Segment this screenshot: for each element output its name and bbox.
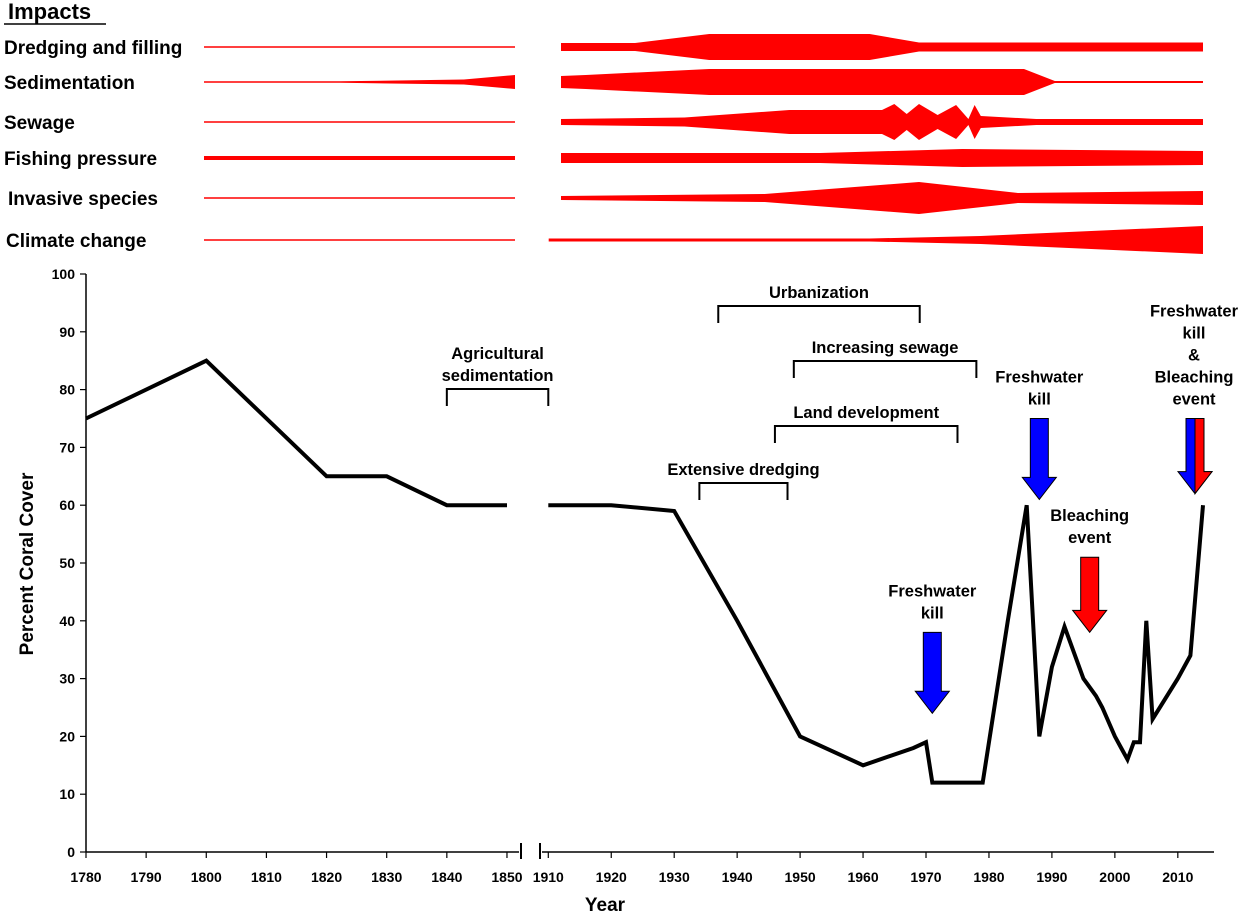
event-label-freshwater-kill-bleaching-event: event [1172, 391, 1216, 409]
y-axis-title: Percent Coral Cover [17, 472, 38, 655]
x-tick-label: 1780 [70, 869, 101, 885]
event-arrow-freshwater-kill [914, 631, 951, 715]
x-tick-label: 1930 [659, 869, 690, 885]
plot-area: 0 10 20 30 40 50 60 70 80 90 100 1780 1790 1800 1810 18… [52, 266, 1239, 885]
y-tick-label: 40 [59, 613, 75, 629]
event-label-freshwater-kill: Freshwater [888, 582, 977, 600]
bracket-extensive-dredging [698, 482, 789, 500]
y-tick-label: 50 [59, 555, 75, 571]
impact-label-sedimentation: Sedimentation [4, 73, 135, 94]
event-label-freshwater-kill: Freshwater [995, 369, 1084, 387]
x-tick-label: 1940 [722, 869, 753, 885]
y-tick-label: 10 [59, 786, 75, 802]
impact-band-fishing-pressure-1 [204, 156, 515, 160]
y-tick-label: 30 [59, 671, 75, 687]
event-arrow-right-half [1194, 418, 1214, 496]
impact-band-invasive-species-2 [561, 182, 1203, 214]
coral-cover-line-2 [548, 503, 1205, 785]
x-tick-label: 1970 [910, 869, 941, 885]
bracket-label-extensive-dredging: Extensive dredging [667, 461, 819, 479]
impact-label-invasive-species: Invasive species [8, 189, 158, 210]
x-tick-label: 1820 [311, 869, 342, 885]
impact-band-climate-change-2 [548, 226, 1203, 254]
x-tick-label: 1790 [131, 869, 162, 885]
x-tick-label: 1920 [596, 869, 627, 885]
impact-band-fishing-pressure-2 [561, 149, 1203, 167]
impact-band-sedimentation-1 [204, 75, 515, 89]
impact-band-sewage-2 [561, 104, 1203, 140]
x-tick-label: 1850 [491, 869, 522, 885]
x-tick-label: 1830 [371, 869, 402, 885]
event-arrow-bleaching-event [1071, 556, 1108, 634]
x-tick-label: 1990 [1036, 869, 1067, 885]
x-tick-label: 1840 [431, 869, 462, 885]
impacts-panel: Impacts Dredging and filling Sedimentatio… [4, 0, 1203, 254]
event-label-freshwater-kill-bleaching-event: Bleaching [1155, 369, 1234, 387]
impact-label-climate-change: Climate change [6, 231, 146, 252]
bracket-label-land-development: Land development [793, 404, 939, 422]
bracket-label-agricultural-sedimentation: sedimentation [442, 367, 554, 385]
event-label-freshwater-kill-bleaching-event: Freshwater [1150, 303, 1239, 321]
bracket-land-development [773, 425, 959, 443]
impact-label-sewage: Sewage [4, 113, 75, 134]
y-tick-label: 0 [67, 844, 75, 860]
impact-label-fishing-pressure: Fishing pressure [4, 149, 157, 170]
y-tick-label: 70 [59, 439, 75, 455]
impact-band-sedimentation-2 [561, 69, 1203, 95]
bracket-urbanization [717, 305, 921, 323]
impacts-title: Impacts [8, 0, 91, 24]
y-tick-label: 80 [59, 382, 75, 398]
event-label-freshwater-kill-bleaching-event: & [1188, 347, 1200, 365]
bracket-label-agricultural-sedimentation: Agricultural [451, 345, 544, 363]
bracket-agricultural-sedimentation [445, 388, 550, 406]
event-label-freshwater-kill: kill [921, 604, 944, 622]
event-label-bleaching-event: Bleaching [1050, 507, 1129, 525]
bracket-increasing-sewage [792, 360, 978, 378]
bracket-label-increasing-sewage: Increasing sewage [812, 339, 959, 357]
y-tick-label: 20 [59, 728, 75, 744]
y-tick-label: 90 [59, 324, 75, 340]
x-tick-label: 1910 [533, 869, 564, 885]
impact-band-invasive-species-1 [204, 197, 515, 199]
x-tick-label: 2010 [1162, 869, 1193, 885]
impact-band-dredging-and-filling-2 [561, 34, 1203, 60]
impact-band-sewage-1 [204, 121, 515, 123]
x-tick-label: 2000 [1099, 869, 1130, 885]
event-label-freshwater-kill: kill [1028, 391, 1051, 409]
bracket-label-urbanization: Urbanization [769, 284, 869, 302]
x-axis-title: Year [585, 895, 626, 916]
x-tick-label: 1800 [191, 869, 222, 885]
event-label-freshwater-kill-bleaching-event: kill [1183, 325, 1206, 343]
x-tick-label: 1960 [847, 869, 878, 885]
impact-label-dredging-and-filling: Dredging and filling [4, 38, 182, 59]
event-arrow-freshwater-kill [1021, 418, 1058, 501]
event-label-bleaching-event: event [1068, 529, 1112, 547]
y-tick-label: 60 [59, 497, 75, 513]
y-tick-label: 100 [52, 266, 76, 282]
x-tick-label: 1810 [251, 869, 282, 885]
x-tick-label: 1980 [973, 869, 1004, 885]
coral-cover-line-1 [85, 358, 507, 508]
impact-band-climate-change-1 [204, 239, 515, 241]
impact-band-dredging-and-filling-1 [204, 46, 515, 48]
x-tick-label: 1950 [785, 869, 816, 885]
